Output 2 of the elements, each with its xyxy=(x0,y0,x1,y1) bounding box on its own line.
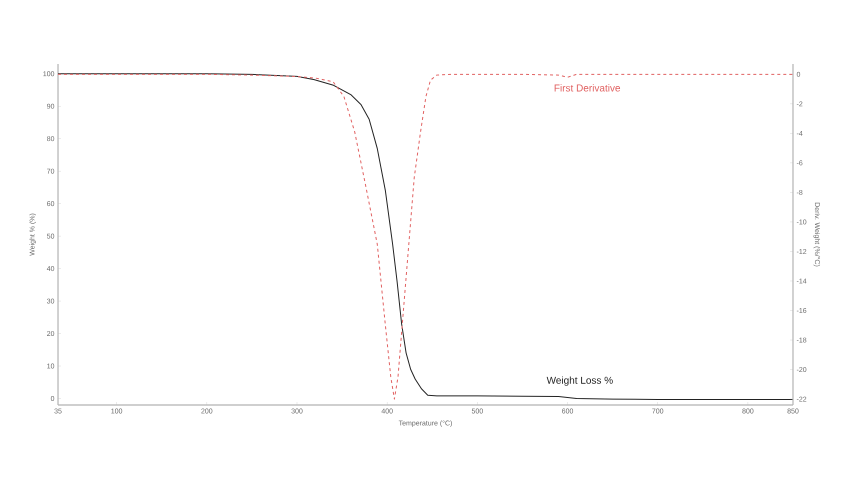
series-label: Weight Loss % xyxy=(546,376,613,386)
series-label: First Derivative xyxy=(554,84,620,92)
